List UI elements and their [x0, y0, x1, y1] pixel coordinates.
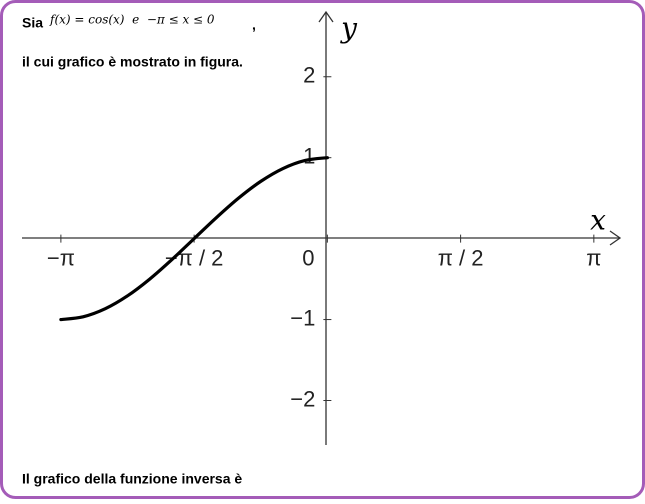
curve	[59, 156, 329, 322]
x-axis-label: x	[590, 204, 606, 237]
y-axis-label: y	[339, 12, 358, 45]
prompt-question: Il grafico della funzione inversa è	[22, 471, 242, 487]
y-arrow	[318, 10, 334, 23]
prompt-comma: ,	[252, 17, 256, 33]
x-tick-label: −π	[47, 245, 75, 270]
x-tick-label: π	[586, 245, 601, 270]
y-tick-label: 1	[303, 143, 315, 168]
x-arrow	[609, 230, 622, 246]
prompt-lead: Sia	[22, 15, 43, 31]
x-tick-label: 0	[302, 245, 314, 270]
y-tick-label: −1	[290, 305, 315, 330]
formula: f(x) = cos(x) e −π ≤ x ≤ 0	[49, 13, 215, 27]
y-tick-label: −2	[290, 386, 315, 411]
x-tick-label: π / 2	[438, 245, 484, 270]
y-tick-label: 2	[303, 63, 315, 88]
prompt-line2: il cui grafico è mostrato in figura.	[22, 54, 243, 70]
